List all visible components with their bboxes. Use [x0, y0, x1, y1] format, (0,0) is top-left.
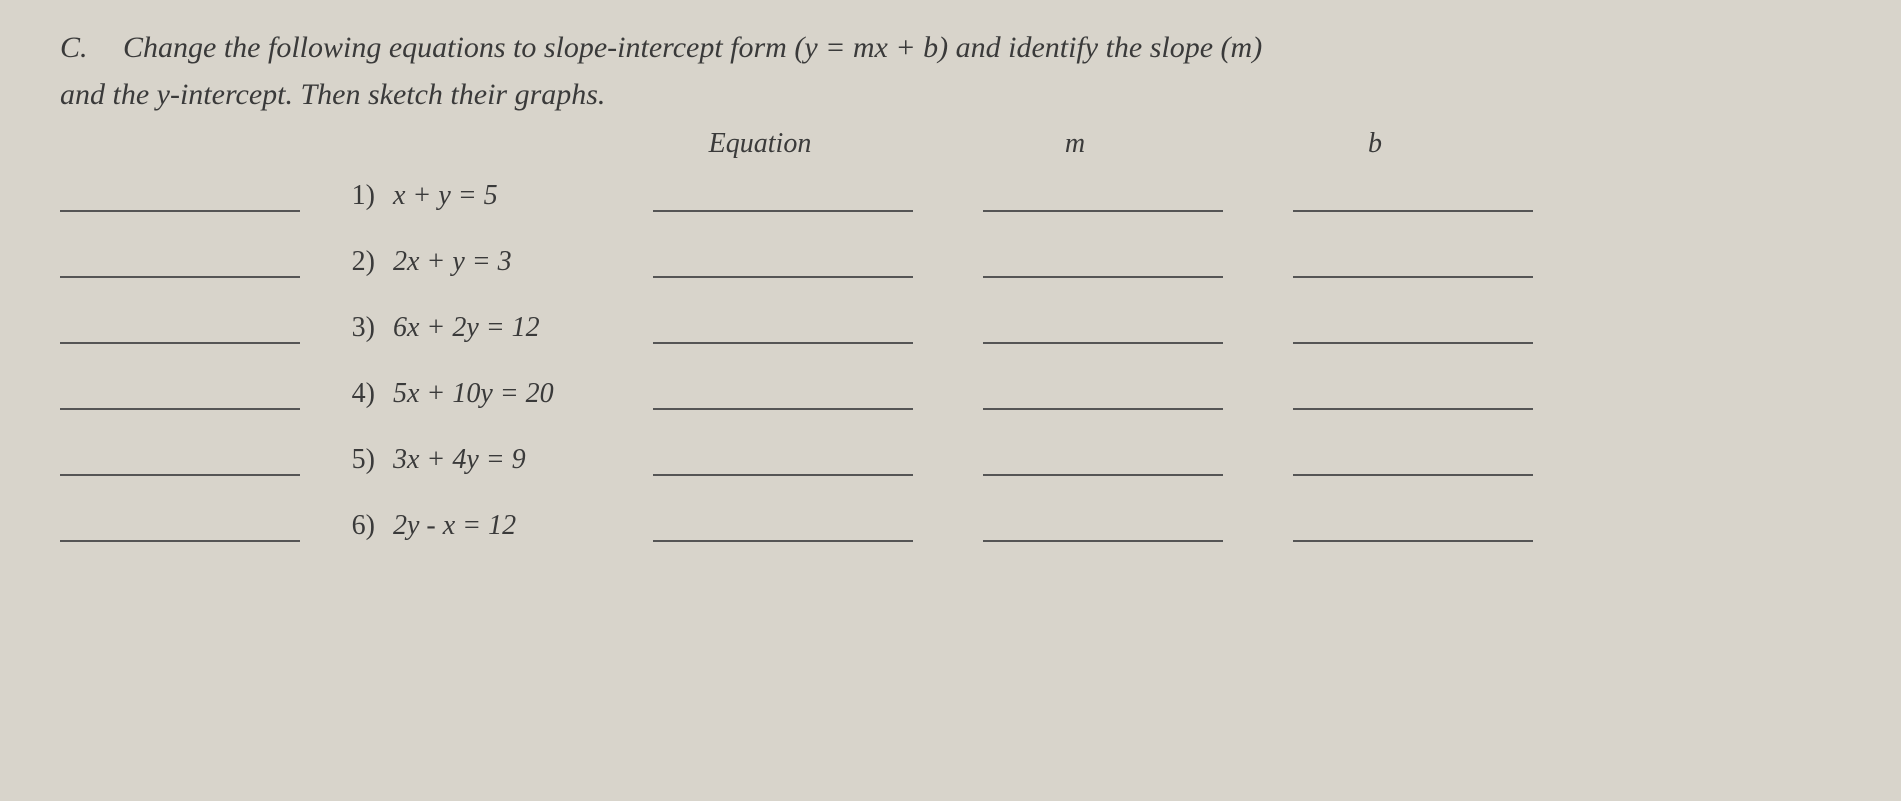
answer-blank-m	[983, 446, 1223, 476]
answer-blank-left	[60, 446, 300, 476]
answer-blank-equation	[653, 248, 913, 278]
answer-blank-b	[1293, 314, 1533, 344]
answer-blank-b	[1293, 182, 1533, 212]
answer-blank-equation	[653, 512, 913, 542]
answer-blank-b	[1293, 446, 1533, 476]
column-headers: Equation m b	[60, 128, 1841, 160]
answer-blank-left	[60, 314, 300, 344]
answer-blank-equation	[653, 380, 913, 410]
answer-blank-equation	[653, 182, 913, 212]
answer-blank-b	[1293, 380, 1533, 410]
problem-equation: 3x + 4y = 9	[393, 444, 653, 476]
answer-blank-left	[60, 182, 300, 212]
answer-blank-m	[983, 248, 1223, 278]
section-letter: C.	[60, 31, 88, 64]
problem-number: 6)	[325, 510, 393, 542]
problem-number: 4)	[325, 378, 393, 410]
problem-row: 3) 6x + 2y = 12	[60, 312, 1841, 344]
problem-number: 2)	[325, 246, 393, 278]
problem-equation: 2x + y = 3	[393, 246, 653, 278]
header-b: b	[1230, 128, 1520, 160]
header-m: m	[920, 128, 1230, 160]
instruction-block: C. Change the following equations to slo…	[60, 25, 1841, 118]
problem-equation: 2y - x = 12	[393, 510, 653, 542]
problem-equation: x + y = 5	[393, 180, 653, 212]
instruction-line2: and the y-intercept. Then sketch their g…	[60, 78, 605, 111]
problem-row: 1) x + y = 5	[60, 180, 1841, 212]
instruction-line1: Change the following equations to slope-…	[123, 25, 1262, 72]
answer-blank-left	[60, 380, 300, 410]
problem-row: 2) 2x + y = 3	[60, 246, 1841, 278]
answer-blank-left	[60, 248, 300, 278]
problem-number: 1)	[325, 180, 393, 212]
answer-blank-m	[983, 380, 1223, 410]
answer-blank-m	[983, 182, 1223, 212]
problem-row: 6) 2y - x = 12	[60, 510, 1841, 542]
problem-number: 5)	[325, 444, 393, 476]
problem-row: 5) 3x + 4y = 9	[60, 444, 1841, 476]
problem-list: 1) x + y = 5 2) 2x + y = 3 3) 6x + 2y = …	[60, 180, 1841, 542]
problem-equation: 5x + 10y = 20	[393, 378, 653, 410]
problem-row: 4) 5x + 10y = 20	[60, 378, 1841, 410]
header-equation: Equation	[600, 128, 920, 160]
answer-blank-m	[983, 512, 1223, 542]
answer-blank-equation	[653, 314, 913, 344]
problem-equation: 6x + 2y = 12	[393, 312, 653, 344]
answer-blank-left	[60, 512, 300, 542]
answer-blank-b	[1293, 248, 1533, 278]
answer-blank-m	[983, 314, 1223, 344]
answer-blank-b	[1293, 512, 1533, 542]
problem-number: 3)	[325, 312, 393, 344]
answer-blank-equation	[653, 446, 913, 476]
